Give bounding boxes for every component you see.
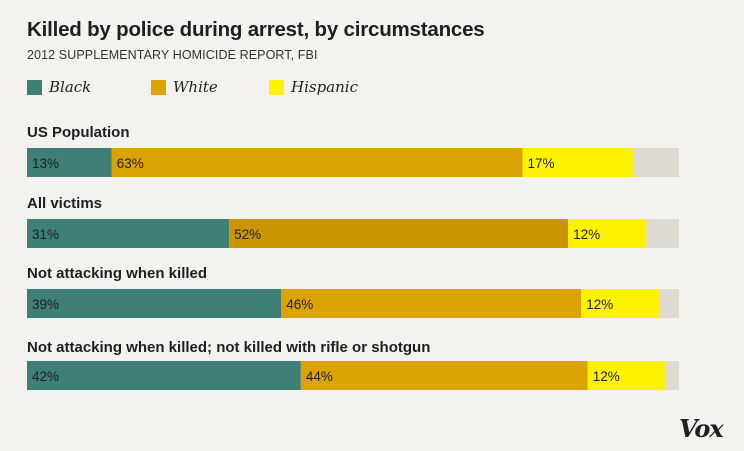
bar-hispanic-us-population xyxy=(522,148,634,177)
bar-hispanic-all-victims xyxy=(568,219,647,248)
row-label-not-attacking: Not attacking when killed xyxy=(27,265,208,282)
legend-swatch-white xyxy=(151,80,166,95)
data-label-black-not-attacking-when-killed: 39% xyxy=(32,297,59,312)
data-label-black-all-victims: 31% xyxy=(32,227,59,242)
bar-hispanic-not-attacking-when-killed-not-killed-with-rifle-or-shotgun xyxy=(587,361,666,390)
chart-title: Killed by police during arrest, by circu… xyxy=(27,18,485,41)
bar-black-us-population xyxy=(27,148,112,177)
bar-white-not-attacking-when-killed xyxy=(281,289,582,318)
row-label-all-victims: All victims xyxy=(27,195,103,212)
bar-other-us-population xyxy=(633,148,679,177)
vox-logo: Vox xyxy=(679,414,724,443)
bar-white-not-attacking-when-killed-not-killed-with-rifle-or-shotgun xyxy=(300,361,588,390)
row-label-not-attacking-no-rifle: Not attacking when killed; not killed wi… xyxy=(27,339,431,356)
bar-black-not-attacking-when-killed xyxy=(27,289,282,318)
legend-label-hispanic: Hispanic xyxy=(291,78,358,96)
row-label-us-population: US Population xyxy=(27,124,130,141)
chart-subtitle: 2012 SUPPLEMENTARY HOMICIDE REPORT, FBI xyxy=(27,48,318,62)
bar-black-all-victims xyxy=(27,219,230,248)
data-label-white-all-victims: 52% xyxy=(234,227,261,242)
data-label-white-not-attacking-when-killed-not-killed-with-rifle-or-shotgun: 44% xyxy=(306,369,333,384)
bar-other-all-victims xyxy=(646,219,679,248)
data-label-white-not-attacking-when-killed: 46% xyxy=(286,297,313,312)
data-label-hispanic-not-attacking-when-killed-not-killed-with-rifle-or-shotgun: 12% xyxy=(593,369,620,384)
data-label-black-us-population: 13% xyxy=(32,156,59,171)
legend-swatch-hispanic xyxy=(269,80,284,95)
bar-other-not-attacking-when-killed xyxy=(659,289,679,318)
bar-black-not-attacking-when-killed-not-killed-with-rifle-or-shotgun xyxy=(27,361,301,390)
bar-white-all-victims xyxy=(229,219,569,248)
data-label-white-us-population: 63% xyxy=(117,156,144,171)
bar-other-not-attacking-when-killed-not-killed-with-rifle-or-shotgun xyxy=(665,361,679,390)
bar-hispanic-not-attacking-when-killed xyxy=(581,289,660,318)
legend-swatch-black xyxy=(27,80,42,95)
data-label-hispanic-not-attacking-when-killed: 12% xyxy=(586,297,613,312)
legend-label-black: Black xyxy=(49,78,92,96)
legend-label-white: White xyxy=(173,78,218,96)
data-label-black-not-attacking-when-killed-not-killed-with-rifle-or-shotgun: 42% xyxy=(32,369,59,384)
data-label-hispanic-all-victims: 12% xyxy=(573,227,600,242)
data-label-hispanic-us-population: 17% xyxy=(528,156,555,171)
bar-white-us-population xyxy=(111,148,523,177)
